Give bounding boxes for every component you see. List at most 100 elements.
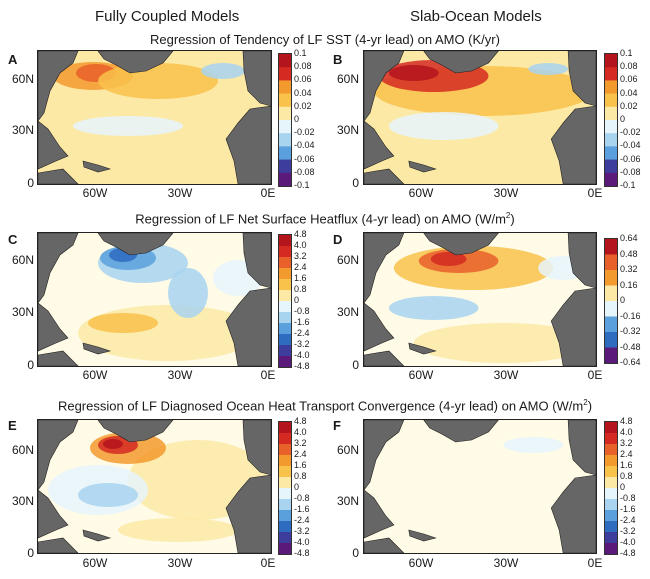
map-panel-c	[37, 232, 272, 367]
colorbar-block	[279, 532, 291, 544]
column-header-fully-coupled: Fully Coupled Models	[95, 8, 240, 25]
colorbar-block	[279, 499, 291, 511]
colorbar-tick-label: 0.1	[620, 48, 633, 58]
lat-label-30n: 30N	[336, 305, 359, 319]
colorbar-tick-label: -0.48	[620, 341, 641, 352]
colorbar-block	[279, 433, 291, 445]
colorbar-tick-label: 0	[294, 295, 300, 305]
anomaly-region	[88, 313, 158, 333]
column-header-slab-ocean: Slab-Ocean Models	[410, 8, 542, 25]
colorbar-block	[279, 159, 291, 174]
lon-label-0e: 0E	[587, 368, 603, 382]
colorbar-tick-label: 0.02	[620, 100, 638, 111]
colorbar-tick-label: 0.06	[620, 74, 638, 85]
colorbar-tick-label: -0.04	[294, 140, 315, 151]
colorbar-block	[605, 146, 617, 161]
colorbar-tick-label: 0.8	[620, 471, 633, 481]
landmass	[38, 233, 79, 304]
colorbar-tick-label: -2.4	[294, 328, 310, 338]
lat-label-0: 0	[27, 546, 34, 560]
colorbar-block	[605, 332, 617, 348]
colorbar-tick-label: -4.0	[294, 537, 310, 547]
lon-label-30w: 30W	[493, 186, 519, 200]
colorbar-block	[605, 67, 617, 81]
lat-label-0: 0	[352, 176, 359, 190]
colorbar-block	[279, 246, 291, 258]
colorbar-block	[279, 54, 291, 68]
colorbar-b	[604, 53, 618, 187]
colorbar-tick-label: -4.8	[294, 361, 310, 371]
colorbar-tick-label: 0.64	[620, 233, 638, 243]
landmass	[364, 120, 395, 170]
lon-label-0e: 0E	[260, 556, 276, 570]
landmass	[364, 537, 405, 553]
colorbar-tick-label: 0.08	[294, 61, 312, 72]
anomaly-region	[118, 518, 238, 542]
landmass	[408, 342, 437, 355]
colorbar-block	[605, 444, 617, 456]
colorbar-block	[605, 422, 617, 434]
colorbar-block	[605, 543, 617, 554]
landmass	[38, 51, 79, 122]
colorbar-block	[279, 172, 291, 186]
colorbar-tick-label: -4.8	[294, 548, 310, 558]
anomaly-region	[103, 439, 123, 449]
landmass	[242, 51, 271, 107]
panel-label-f: F	[333, 418, 341, 433]
colorbar-block	[605, 477, 617, 489]
colorbar-block	[279, 106, 291, 121]
landmass	[225, 287, 271, 366]
row-title-surface-heatflux: Regression of LF Net Surface Heatflux (4…	[135, 211, 515, 227]
colorbar-block	[605, 133, 617, 147]
panel-label-d: D	[333, 232, 343, 247]
colorbar-tick-label: 0	[294, 114, 300, 124]
anomaly-region	[413, 323, 594, 363]
lon-label-0e: 0E	[260, 186, 276, 200]
colorbar-block	[605, 347, 617, 363]
anomaly-region	[73, 116, 183, 136]
colorbar-tick-label: -3.2	[294, 526, 310, 536]
colorbar-tick-label: -0.32	[620, 326, 641, 336]
landmass	[242, 233, 271, 289]
lat-label-0: 0	[352, 546, 359, 560]
panel-label-b: B	[333, 52, 343, 67]
colorbar-block	[279, 422, 291, 434]
colorbar-block	[605, 316, 617, 333]
landmass	[225, 105, 271, 184]
lon-label-30w: 30W	[167, 368, 193, 382]
colorbar-block	[279, 279, 291, 291]
anomaly-region	[78, 483, 138, 507]
landmass	[38, 120, 69, 170]
colorbar-block	[279, 510, 291, 522]
landmass	[408, 160, 437, 173]
colorbar-tick-label: -0.02	[294, 127, 315, 138]
landmass	[38, 420, 79, 491]
colorbar-tick-label: -0.06	[620, 153, 641, 164]
lon-label-0e: 0E	[587, 556, 603, 570]
landmass	[364, 51, 405, 122]
colorbar-tick-label: 1.6	[294, 460, 307, 470]
lon-label-60w: 60W	[408, 368, 434, 382]
colorbar-tick-label: 1.6	[294, 273, 307, 283]
colorbar-tick-label: -0.8	[294, 306, 310, 316]
lat-label-60n: 60N	[11, 253, 34, 267]
colorbar-tick-label: -3.2	[620, 526, 636, 536]
colorbar-tick-label: 0	[620, 295, 626, 305]
landmass	[550, 287, 596, 366]
landmass	[97, 420, 174, 443]
anomaly-region	[201, 63, 245, 79]
lat-label-60n: 60N	[11, 72, 34, 86]
colorbar-block	[279, 133, 291, 147]
colorbar-tick-label: -2.4	[620, 515, 636, 525]
lat-label-60n: 60N	[336, 253, 359, 267]
colorbar-tick-label: 0.08	[620, 61, 638, 72]
colorbar-tick-label: 0.06	[294, 74, 312, 85]
colorbar-tick-label: -0.1	[294, 180, 310, 190]
lon-label-60w: 60W	[408, 556, 434, 570]
lat-label-30n: 30N	[336, 123, 359, 137]
colorbar-tick-label: 2.4	[294, 262, 307, 272]
lat-label-30n: 30N	[11, 305, 34, 319]
landmass	[364, 489, 395, 539]
colorbar-block	[605, 80, 617, 95]
anomaly-region	[388, 65, 439, 81]
